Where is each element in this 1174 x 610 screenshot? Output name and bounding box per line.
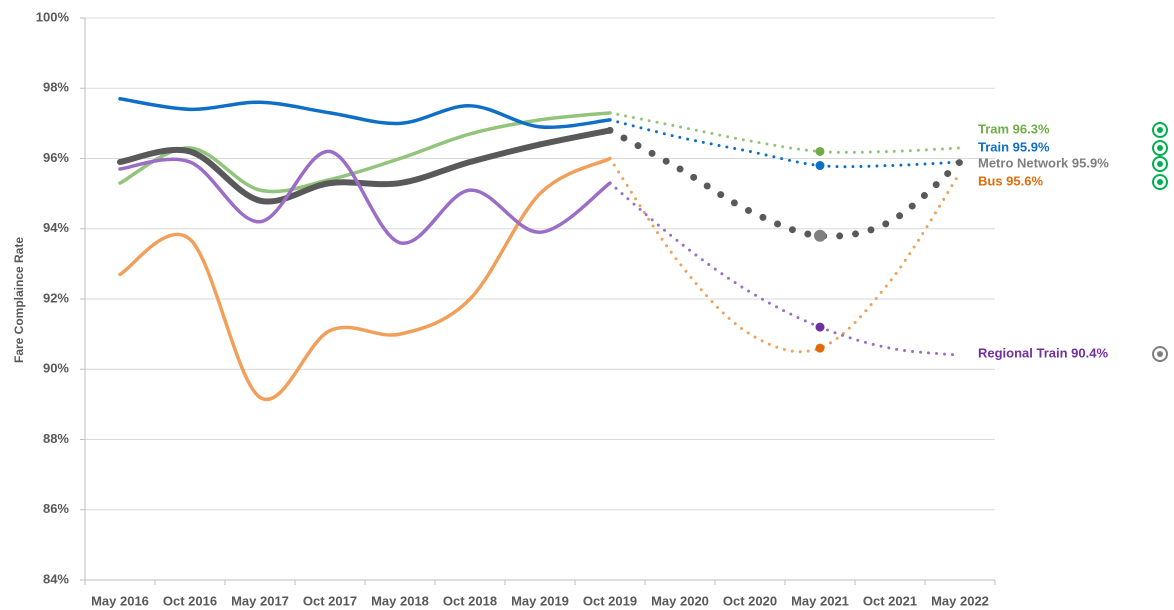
forecast-line (608, 157, 962, 354)
status-dot (1157, 145, 1163, 151)
end-label: Metro Network 95.9% (978, 155, 1109, 170)
y-tick-label: 86% (43, 501, 69, 516)
status-dot (1157, 161, 1163, 167)
x-tick-label: May 2016 (91, 593, 149, 608)
y-tick-label: 100% (36, 9, 70, 24)
highlight-point (815, 161, 825, 171)
line (118, 111, 612, 194)
y-tick-label: 96% (43, 150, 69, 165)
x-tick-label: Oct 2017 (303, 593, 357, 608)
highlight-point (815, 322, 825, 332)
status-dot (1157, 179, 1163, 185)
y-tick-label: 90% (43, 361, 69, 376)
end-label: Tram 96.3% (978, 121, 1050, 136)
x-tick-label: May 2018 (371, 593, 429, 608)
end-label: Bus 95.6% (978, 173, 1043, 188)
x-tick-label: May 2022 (931, 593, 989, 608)
y-axis-label: Fare Complaince Rate (12, 237, 26, 363)
forecast-line (606, 126, 964, 240)
x-tick-label: Oct 2019 (583, 593, 637, 608)
y-tick-label: 94% (43, 220, 69, 235)
end-label: Regional Train 90.4% (978, 345, 1108, 360)
forecast-line (608, 118, 962, 169)
highlight-point (814, 229, 826, 242)
x-tick-label: May 2020 (651, 593, 709, 608)
status-dot (1157, 351, 1163, 357)
x-tick-label: May 2019 (511, 593, 569, 608)
x-tick-label: Oct 2016 (163, 593, 217, 608)
y-tick-label: 88% (43, 431, 69, 446)
line (118, 97, 612, 130)
end-label: Train 95.9% (978, 139, 1050, 154)
forecast-line (608, 111, 962, 154)
x-tick-label: Oct 2020 (723, 593, 777, 608)
highlight-point (815, 343, 825, 353)
x-tick-label: Oct 2021 (863, 593, 917, 608)
forecast-line (608, 181, 962, 357)
status-dot (1157, 127, 1163, 133)
highlight-point (815, 146, 825, 156)
line (117, 127, 613, 205)
y-tick-label: 98% (43, 80, 69, 95)
y-tick-label: 92% (43, 290, 69, 305)
x-tick-label: May 2017 (231, 593, 289, 608)
line (118, 149, 612, 245)
x-tick-label: Oct 2018 (443, 593, 497, 608)
y-tick-label: 84% (43, 571, 69, 586)
x-tick-label: May 2021 (791, 593, 849, 608)
line (118, 156, 612, 402)
